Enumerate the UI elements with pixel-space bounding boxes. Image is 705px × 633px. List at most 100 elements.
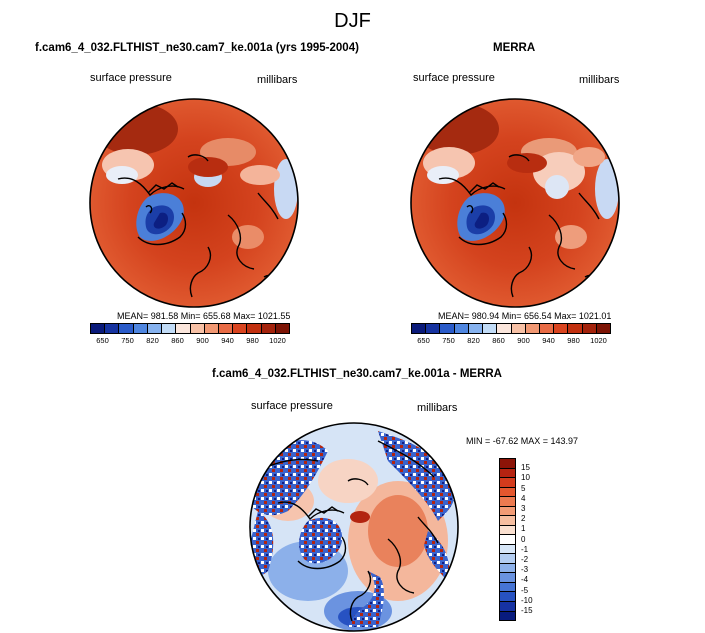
colorbar-abs-left-ticks: 650 750 820 860 900 940 980 1020 [90,336,290,345]
colorbar-tick-label: 650 [417,336,430,345]
colorbar-tick-label: 900 [517,336,530,345]
colorbar-swatch [500,592,515,602]
panel-diff-polar-map [249,422,459,632]
panel-diff-variable-label: surface pressure [251,400,333,412]
panel-left-variable-label: surface pressure [90,72,172,84]
colorbar-swatch [500,487,515,498]
panel-right-units-label: millibars [579,74,620,86]
colorbar-swatch [500,563,515,574]
colorbar-swatch [525,324,540,333]
colorbar-swatch [204,324,219,333]
colorbar-swatch [218,324,234,333]
colorbar-tick-label: 3 [521,503,526,513]
colorbar-swatch [261,324,276,333]
colorbar-tick-label: 860 [492,336,505,345]
colorbar-tick-label: -2 [521,554,529,564]
panel-right-variable-label: surface pressure [413,72,495,84]
panel-left-units-label: millibars [257,74,298,86]
colorbar-swatch [440,324,455,333]
colorbar-swatch [133,324,148,333]
colorbar-tick-label: 900 [196,336,209,345]
colorbar-swatch [468,324,484,333]
colorbar-tick-label: 10 [521,473,530,483]
colorbar-tick-label: 4 [521,493,526,503]
colorbar-tick-label: 1020 [269,336,286,345]
colorbar-tick-label: -4 [521,575,529,585]
panel-left-colorbar: 650 750 820 860 900 940 980 1020 [90,323,290,345]
colorbar-tick-label: 980 [246,336,259,345]
panel-right-title: MERRA [493,42,536,54]
colorbar-swatch [176,324,191,333]
panel-diff-units-label: millibars [417,402,458,414]
colorbar-abs-right-swatches [411,323,611,334]
colorbar-tick-label: -1 [521,544,529,554]
colorbar-swatch [500,544,515,555]
colorbar-swatch [500,535,515,545]
colorbar-swatch [500,601,515,612]
colorbar-diff-swatches [499,458,516,621]
colorbar-tick-label: -15 [521,605,533,615]
colorbar-tick-label: 5 [521,483,526,493]
colorbar-swatch [275,324,290,333]
colorbar-swatch [500,468,515,479]
colorbar-tick-label: 15 [521,463,530,473]
colorbar-swatch [500,611,515,621]
colorbar-swatch [190,324,205,333]
panel-right-polar-map [410,98,620,308]
colorbar-swatch [105,324,120,333]
colorbar-swatch [412,324,427,333]
colorbar-swatch [500,554,515,564]
colorbar-swatch [582,324,597,333]
colorbar-abs-right-ticks: 650 750 820 860 900 940 980 1020 [411,336,611,345]
colorbar-swatch [596,324,611,333]
colorbar-tick-label: 940 [221,336,234,345]
colorbar-swatch [511,324,526,333]
panel-left-stats: MEAN= 981.58 Min= 655.68 Max= 1021.55 [117,311,291,321]
panel-diff-colorbar: 15 10 5 4 3 2 1 0 -1 -2 -3 -4 -5 -10 -15 [499,458,533,621]
colorbar-swatch [162,324,177,333]
colorbar-swatch [497,324,512,333]
colorbar-tick-label: 750 [121,336,134,345]
colorbar-tick-label: 1020 [590,336,607,345]
colorbar-tick-label: 980 [567,336,580,345]
colorbar-tick-label: -3 [521,565,529,575]
colorbar-swatch [454,324,469,333]
colorbar-diff-ticks: 15 10 5 4 3 2 1 0 -1 -2 -3 -4 -5 -10 -15 [521,458,533,621]
colorbar-swatch [91,324,106,333]
colorbar-swatch [500,573,515,583]
colorbar-swatch [500,459,515,469]
colorbar-swatch [483,324,498,333]
colorbar-swatch [500,525,515,536]
colorbar-tick-label: 750 [442,336,455,345]
panel-left-polar-map [89,98,299,308]
panel-right-colorbar: 650 750 820 860 900 940 980 1020 [411,323,611,345]
colorbar-swatch [426,324,441,333]
colorbar-tick-label: 860 [171,336,184,345]
colorbar-tick-label: -5 [521,585,529,595]
colorbar-tick-label: 650 [96,336,109,345]
colorbar-tick-label: 820 [467,336,480,345]
colorbar-tick-label: -10 [521,595,533,605]
colorbar-swatch [500,506,515,517]
colorbar-swatch [119,324,134,333]
colorbar-swatch [247,324,262,333]
panel-diff-stats: MIN = -67.62 MAX = 143.97 [466,436,579,446]
colorbar-tick-label: 820 [146,336,159,345]
colorbar-tick-label: 1 [521,524,526,534]
panel-diff-title: f.cam6_4_032.FLTHIST_ne30.cam7_ke.001a -… [212,368,502,380]
colorbar-swatch [500,516,515,526]
colorbar-swatch [500,582,515,593]
colorbar-swatch [539,324,555,333]
colorbar-swatch [147,324,163,333]
colorbar-abs-left-swatches [90,323,290,334]
panel-left-title: f.cam6_4_032.FLTHIST_ne30.cam7_ke.001a (… [35,42,359,54]
panel-right-stats: MEAN= 980.94 Min= 656.54 Max= 1021.01 [438,311,612,321]
colorbar-swatch [500,497,515,507]
colorbar-tick-label: 0 [521,534,526,544]
colorbar-swatch [500,478,515,488]
colorbar-tick-label: 2 [521,514,526,524]
colorbar-tick-label: 940 [542,336,555,345]
colorbar-swatch [554,324,569,333]
colorbar-swatch [568,324,583,333]
page-title: DJF [334,10,371,32]
